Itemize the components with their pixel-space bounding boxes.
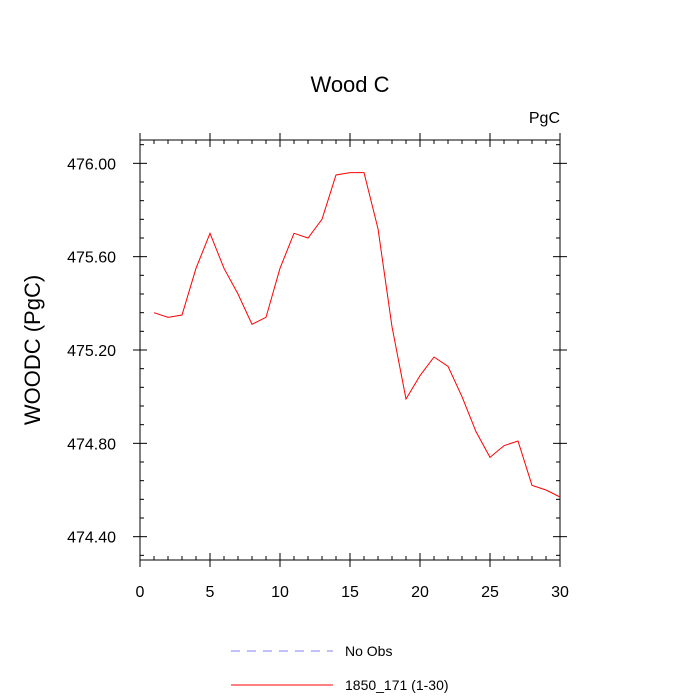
- y-tick-label: 476.00: [67, 156, 116, 173]
- series-layer: [153, 172, 561, 498]
- x-tick-label: 5: [206, 584, 215, 601]
- plot-frame: [139, 139, 561, 561]
- y-axis-label: WOODC (PgC): [20, 275, 45, 425]
- y-tick-label: 475.20: [67, 343, 116, 360]
- y-tick-label: 474.40: [67, 530, 116, 547]
- y-tick-label: 475.60: [67, 250, 116, 267]
- y-tick-label: 474.80: [67, 436, 116, 453]
- x-tick-label: 30: [551, 584, 569, 601]
- x-tick-label: 0: [136, 584, 145, 601]
- series-line-1: [153, 172, 561, 498]
- x-tick-label: 20: [411, 584, 429, 601]
- chart-title: Wood C: [310, 72, 389, 97]
- legend-label: 1850_171 (1-30): [345, 677, 449, 693]
- x-tick-label: 15: [341, 584, 359, 601]
- x-tick-label: 10: [271, 584, 289, 601]
- x-ticks: 0 5 10 15 20 25 30: [136, 133, 569, 601]
- legend-label: No Obs: [345, 643, 392, 659]
- x-tick-label: 25: [481, 584, 499, 601]
- units-label: PgC: [529, 110, 560, 127]
- y-ticks: 474.40 474.80 475.20 475.60 476.00: [67, 144, 567, 556]
- legend: No Obs 1850_171 (1-30): [231, 643, 449, 693]
